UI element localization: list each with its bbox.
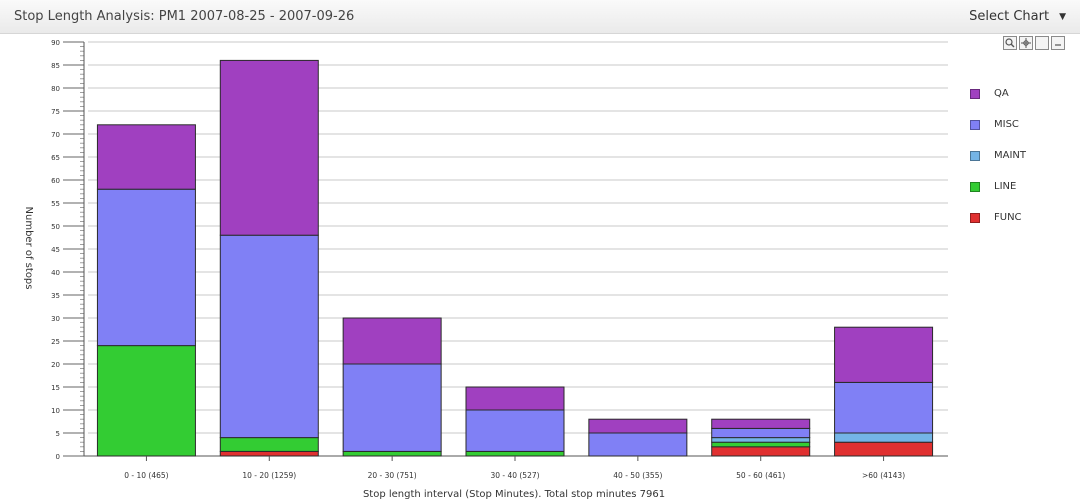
legend-swatch	[970, 88, 980, 99]
minimize-icon[interactable]	[1051, 36, 1065, 50]
legend-swatch	[970, 181, 980, 192]
bar-segment-func	[834, 441, 934, 457]
bar-segment-qa	[219, 59, 319, 236]
legend-label: QA	[994, 88, 1009, 99]
y-axis-label: Number of stops	[23, 207, 34, 290]
y-tick-label: 75	[51, 108, 60, 116]
legend-item-func: FUNC	[970, 202, 1026, 233]
bar-segment-qa	[342, 317, 442, 365]
x-tick-label: 30 - 40 (527)	[490, 471, 539, 480]
y-tick-label: 20	[51, 361, 60, 369]
title-bar: Stop Length Analysis: PM1 2007-08-25 - 2…	[0, 0, 1080, 34]
blank-icon[interactable]	[1035, 36, 1049, 50]
legend-swatch	[970, 119, 980, 130]
bar-segment-qa	[834, 326, 934, 383]
select-chart-label: Select Chart	[969, 9, 1050, 24]
bar-segment-misc	[588, 432, 688, 457]
bar-segment-misc	[219, 234, 319, 439]
x-tick-label: >60 (4143)	[862, 471, 905, 480]
legend-item-qa: QA	[970, 78, 1026, 109]
y-tick-label: 65	[51, 154, 60, 162]
legend-label: LINE	[994, 181, 1017, 192]
y-tick-label: 80	[51, 85, 60, 93]
select-chart-dropdown[interactable]: Select Chart ▼	[969, 9, 1066, 24]
y-tick-label: 40	[51, 269, 60, 277]
bar-segment-misc	[711, 427, 811, 439]
y-tick-label: 25	[51, 338, 60, 346]
legend-swatch	[970, 212, 980, 223]
y-tick-label: 55	[51, 200, 60, 208]
y-tick-label: 60	[51, 177, 60, 185]
legend-label: MAINT	[994, 150, 1027, 161]
bar-segment-line	[219, 437, 319, 452]
x-tick-label: 10 - 20 (1259)	[242, 471, 296, 480]
y-tick-label: 45	[51, 246, 60, 254]
y-tick-label: 5	[56, 430, 60, 438]
bar-segment-line	[96, 345, 196, 457]
legend-item-misc: MISC	[970, 109, 1026, 140]
y-tick-label: 15	[51, 384, 60, 392]
chart-toolbar	[1003, 36, 1065, 50]
y-tick-label: 30	[51, 315, 60, 323]
bar-segment-maint	[711, 437, 811, 443]
x-tick-label: 20 - 30 (751)	[368, 471, 417, 480]
chart-title: Stop Length Analysis: PM1 2007-08-25 - 2…	[14, 9, 355, 24]
y-tick-label: 90	[51, 39, 60, 47]
x-tick-label: 0 - 10 (465)	[124, 471, 168, 480]
legend-item-line: LINE	[970, 171, 1026, 202]
bar-segment-misc	[342, 363, 442, 452]
bar-segment-misc	[834, 381, 934, 434]
y-tick-label: 85	[51, 62, 60, 70]
bar-segment-misc	[96, 188, 196, 347]
x-tick-label: 50 - 60 (461)	[736, 471, 785, 480]
bar-segment-misc	[465, 409, 565, 452]
y-tick-label: 50	[51, 223, 60, 231]
bar-segment-func	[711, 446, 811, 457]
legend-label: FUNC	[994, 212, 1022, 223]
zoom-icon[interactable]	[1003, 36, 1017, 50]
bar-segment-qa	[465, 386, 565, 411]
y-tick-label: 70	[51, 131, 60, 139]
bar-segment-qa	[96, 124, 196, 190]
bar-segment-func	[219, 450, 319, 457]
chevron-down-icon: ▼	[1059, 11, 1066, 22]
legend-swatch	[970, 150, 980, 161]
bar-segment-line	[465, 450, 565, 457]
bar-segment-line	[711, 441, 811, 448]
bar-segment-qa	[588, 418, 688, 434]
bar-segment-qa	[711, 418, 811, 429]
x-axis-label: Stop length interval (Stop Minutes). Tot…	[363, 489, 665, 500]
pan-icon[interactable]	[1019, 36, 1033, 50]
y-tick-label: 0	[56, 453, 60, 461]
legend-label: MISC	[994, 119, 1019, 130]
y-tick-label: 10	[51, 407, 60, 415]
y-tick-label: 35	[51, 292, 60, 300]
bar-segment-line	[342, 450, 442, 457]
legend-item-maint: MAINT	[970, 140, 1026, 171]
legend: QA MISC MAINT LINE FUNC	[970, 78, 1026, 233]
x-tick-label: 40 - 50 (355)	[613, 471, 662, 480]
bar-segment-maint	[834, 432, 934, 443]
